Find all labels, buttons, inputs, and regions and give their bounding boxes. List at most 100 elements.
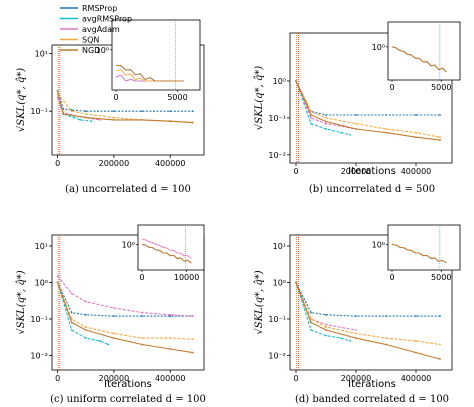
data-point [415, 114, 417, 116]
inset-x-tick-label: 5000 [167, 93, 187, 102]
data-point [325, 329, 327, 331]
series-line-ngd [295, 282, 441, 360]
data-point [349, 133, 351, 136]
data-point [349, 340, 351, 342]
legend-label: SQN [82, 36, 99, 45]
data-point [70, 318, 73, 320]
data-point [310, 122, 312, 125]
legend-label: NGD [82, 46, 100, 55]
inset-a: 0 5000 10⁰ [96, 19, 201, 102]
inset-frame [387, 21, 461, 81]
data-point [295, 281, 297, 284]
data-point [415, 136, 417, 139]
y-tick-label: 10⁻¹ [268, 114, 286, 123]
data-point [62, 108, 65, 110]
data-point [385, 343, 387, 346]
data-point [295, 80, 297, 82]
data-point [169, 313, 172, 316]
data-point [325, 122, 327, 125]
series-line-rmsprop [295, 282, 440, 317]
y-tick-label: 10⁰ [273, 278, 286, 287]
data-point [310, 117, 312, 119]
inset-y-tick-label: 10⁰ [122, 240, 135, 249]
series-line-avgadam [57, 275, 193, 317]
data-point [310, 311, 312, 314]
inset-frame [137, 224, 205, 271]
data-point [415, 351, 417, 354]
panel-a: 0 200000 400000 10⁻¹ 10¹ √SKL(q*, q̂*) (a) unc… [16, 19, 205, 195]
data-point [310, 321, 312, 324]
panel-caption: (c) uniform correlated d = 100 [50, 394, 206, 405]
inset-y-tick-label: 10⁰ [372, 240, 385, 249]
series-line-rmsprop [57, 282, 193, 317]
data-point [191, 351, 194, 354]
x-tick-label: 400000 [401, 167, 432, 176]
data-point [385, 337, 387, 339]
data-point [107, 343, 110, 346]
inset-x-tick-label: 10000 [174, 273, 199, 282]
data-point [325, 313, 327, 316]
data-point [84, 337, 87, 339]
y-axis-label: √SKL(q*, q̂*) [254, 66, 265, 130]
inset-y-tick-label: 10⁰ [96, 46, 109, 55]
inset-c: 0 10000 10⁰ [122, 224, 205, 282]
data-point [84, 313, 87, 316]
inset-x-tick-label: 0 [389, 83, 394, 92]
inset-x-tick-label: 0 [113, 93, 118, 102]
data-point [310, 329, 312, 331]
data-point [439, 139, 441, 142]
data-point [113, 332, 115, 335]
data-point [113, 307, 115, 309]
data-point [98, 340, 101, 342]
data-point [415, 340, 417, 342]
data-point [84, 329, 87, 331]
data-point [56, 275, 59, 277]
data-point [191, 110, 194, 113]
y-tick-label: 10⁰ [35, 278, 48, 287]
x-tick-label: 200000 [99, 374, 130, 383]
data-point [113, 116, 115, 119]
data-point [340, 337, 342, 339]
data-point [439, 315, 441, 317]
data-point [169, 120, 172, 123]
x-tick-label: 400000 [155, 374, 186, 383]
data-point [355, 337, 357, 339]
panel-c: 0 200000 400000 10⁻² 10⁻¹ 10⁰ 10¹ Iterations √SK… [16, 224, 206, 405]
y-tick-label: 10⁻¹ [30, 315, 48, 324]
data-point [79, 118, 82, 121]
plot-frame [289, 32, 453, 164]
x-tick-label: 400000 [155, 159, 186, 168]
data-point [70, 110, 73, 113]
x-tick-label: 200000 [99, 159, 130, 168]
plot-frame [51, 234, 205, 371]
data-point [56, 281, 59, 284]
data-point [355, 332, 357, 335]
panel-caption: (d) banded correlated d = 100 [295, 394, 449, 405]
inset-x-tick-label: 0 [389, 273, 394, 282]
x-tick-label: 200000 [341, 167, 372, 176]
series-line-ngd [57, 282, 193, 354]
x-axis-label: Iterations [348, 166, 396, 177]
inset-frame [387, 224, 461, 271]
data-point [439, 358, 441, 360]
data-point [325, 117, 327, 119]
data-point [84, 116, 87, 119]
x-tick-label: 0 [55, 374, 60, 383]
y-tick-label: 10¹ [35, 242, 48, 251]
y-axis-label: √SKL(q*, q̂*) [254, 270, 265, 334]
inset-series-ngd [391, 46, 447, 73]
data-point [62, 113, 65, 115]
data-point [84, 300, 87, 303]
series-line-ngd [295, 80, 441, 141]
inset-series-ngd [391, 243, 447, 264]
data-point [169, 348, 172, 350]
panel-b: 0 200000 400000 10⁻² 10⁻¹ 10⁰ Iterations √SKL(q… [254, 21, 461, 195]
inset-series-avgadam [141, 238, 192, 260]
inset-series-ngd [116, 64, 184, 82]
inset-y-tick-label: 10⁰ [372, 43, 385, 52]
series-line-rmsprop [295, 80, 440, 116]
data-point [355, 329, 357, 331]
data-point [439, 114, 441, 116]
